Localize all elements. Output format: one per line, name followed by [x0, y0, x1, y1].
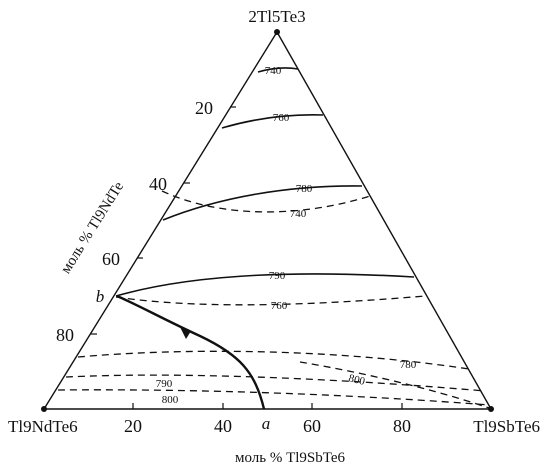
triangle-frame: [41, 29, 494, 412]
isotherm-label-740-dashed: 740: [290, 208, 307, 220]
vertex-label-top: 2Tl5Te3: [248, 7, 305, 26]
isotherm-label-780-lower: 780: [400, 359, 417, 371]
vertex-label-left: Tl9NdTe6: [8, 417, 78, 436]
isotherm-label-760-upper: 760: [273, 112, 290, 124]
tick-marks: [91, 106, 403, 409]
isotherm-740-solid: [257, 67, 299, 73]
isotherm-label-790-lower: 790: [156, 378, 173, 390]
isotherm-800-mid-dashed: [299, 361, 490, 409]
eutectic-curve: [116, 294, 266, 410]
left-tick-label-60: 60: [102, 249, 120, 269]
left-tick-label-80: 80: [56, 325, 74, 345]
isotherm-labels: 740 760 780 740 790 760 780 800 790 800: [156, 65, 417, 406]
isotherm-label-800-mid: 800: [347, 372, 366, 388]
point-label-b: b: [96, 287, 105, 306]
bottom-axis-ticks: 20 40 60 80: [124, 416, 411, 436]
vertex-dot-left: [41, 406, 47, 412]
left-tick-label-20: 20: [195, 98, 213, 118]
isotherm-760-solid: [221, 114, 324, 129]
isotherm-780-solid: [162, 185, 363, 221]
vertex-dot-right: [488, 406, 494, 412]
bottom-tick-label-40: 40: [214, 416, 232, 436]
right-edge: [276, 31, 492, 410]
curve-a-to-b: [116, 294, 266, 410]
bottom-tick-label-20: 20: [124, 416, 142, 436]
isotherm-label-780-upper: 780: [296, 183, 313, 195]
isotherm-760-dashed: [115, 295, 426, 306]
isotherm-790-solid: [115, 273, 415, 297]
left-edge: [43, 31, 278, 410]
isotherm-label-790-upper: 790: [269, 270, 286, 282]
bottom-axis-title: моль % Tl9SbTe6: [235, 450, 346, 466]
isotherm-800-lower-dashed: [57, 389, 490, 406]
curve-arrow: [180, 327, 191, 339]
isotherm-label-800-lower: 800: [162, 394, 179, 406]
isotherm-740-dashed: [161, 190, 371, 213]
vertex-labels: 2Tl5Te3 Tl9NdTe6 Tl9SbTe6: [8, 7, 540, 436]
isotherm-label-740-upper: 740: [265, 65, 282, 77]
bottom-tick-label-60: 60: [303, 416, 321, 436]
solid-isotherms: [115, 67, 415, 297]
vertex-dot-top: [274, 29, 280, 35]
point-label-a: a: [262, 414, 271, 433]
bottom-tick-label-80: 80: [393, 416, 411, 436]
left-axis-ticks: 20 40 60 80: [56, 98, 213, 345]
isotherm-780-lower-dashed: [77, 350, 470, 370]
left-tick-label-40: 40: [149, 174, 167, 194]
vertex-label-right: Tl9SbTe6: [473, 417, 540, 436]
isotherm-label-760-dashed: 760: [271, 300, 288, 312]
